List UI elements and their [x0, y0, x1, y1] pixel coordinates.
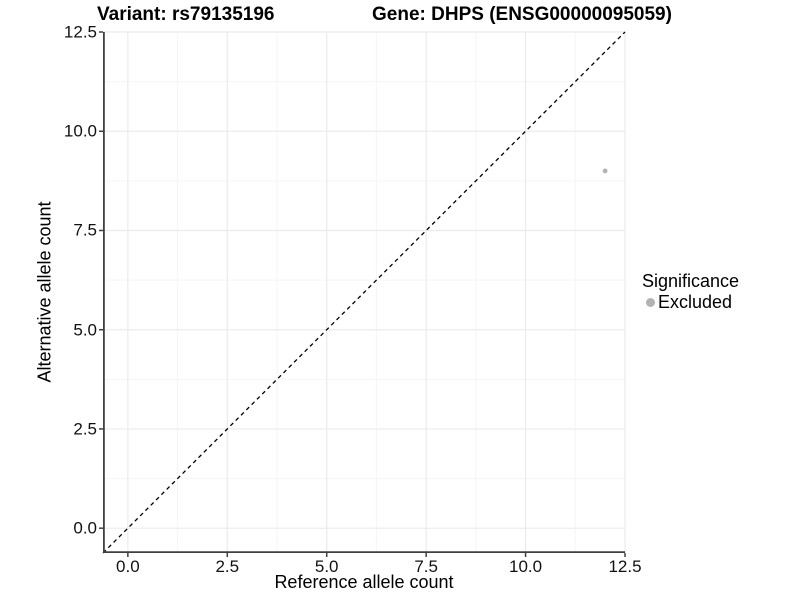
y-tick-label: 12.5	[63, 22, 97, 42]
plot-title-variant: Variant: rs79135196	[97, 4, 275, 25]
legend-title: Significance	[642, 271, 740, 291]
y-tick-label: 2.5	[73, 419, 97, 439]
identity-diagonal-line	[102, 31, 626, 554]
plot-panel	[99, 31, 626, 557]
chart-canvas	[99, 31, 626, 557]
plot-title-gene: Gene: DHPS (ENSG00000095059)	[372, 4, 672, 25]
legend-entries: Excluded	[642, 293, 739, 311]
y-tick-label: 0.0	[73, 518, 97, 538]
x-tick-label: 0.0	[116, 557, 140, 576]
x-axis-title: Reference allele count	[274, 572, 454, 592]
legend-entry-label: Excluded	[658, 292, 733, 312]
x-tick-label: 2.5	[215, 557, 240, 576]
x-tick-label: 12.5	[608, 557, 642, 576]
legend-key-dot-icon	[646, 297, 655, 307]
y-tick-label: 5.0	[73, 320, 97, 340]
legend-entry: Excluded	[642, 293, 739, 311]
y-tick-label: 7.5	[73, 220, 97, 240]
y-axis-title: Alternative allele count	[34, 201, 55, 383]
data-point	[602, 168, 608, 174]
y-tick-label: 10.0	[63, 121, 97, 141]
x-tick-label: 7.5	[414, 557, 438, 576]
x-tick-label: 10.0	[509, 557, 543, 576]
x-tick-label: 5.0	[314, 557, 339, 576]
legend: Significance Excluded	[642, 271, 739, 311]
